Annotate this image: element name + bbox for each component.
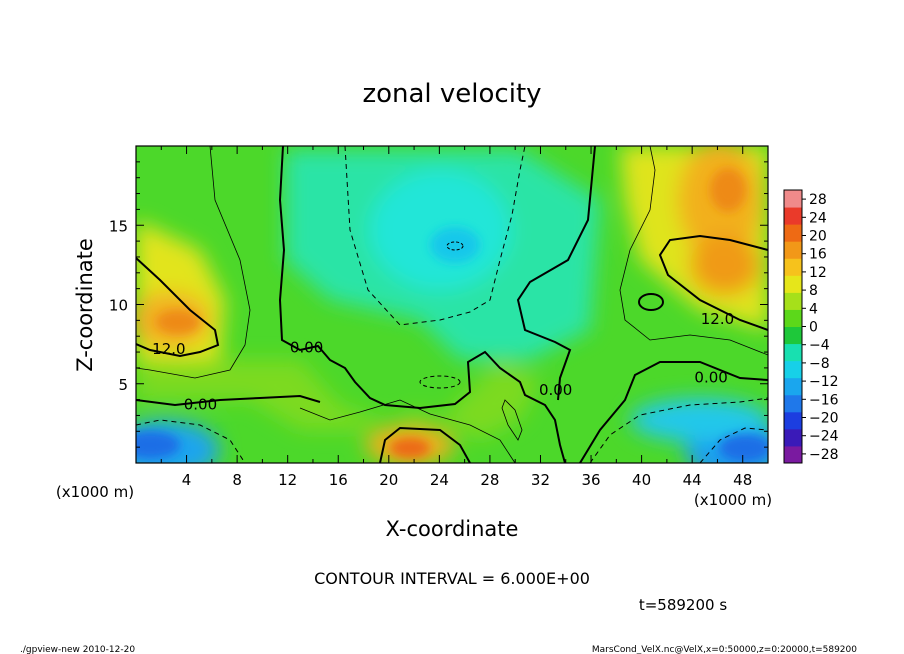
y-tick-label-0: 5: [118, 376, 128, 394]
y-tick-label-2: 15: [109, 217, 128, 235]
colorbar-swatch-8: [784, 309, 802, 327]
x-tick-label-5: 24: [430, 471, 449, 489]
y-tick-label-1: 10: [109, 297, 128, 315]
twenty-four-bottom: [379, 426, 471, 463]
colorbar-swatch-9: [784, 292, 802, 310]
x-tick-label-3: 16: [329, 471, 348, 489]
x-tick-label-4: 20: [379, 471, 398, 489]
colorbar-tick-label-10: −12: [809, 374, 839, 390]
neg-contour-right-bottom: [589, 397, 768, 463]
twelve-contour-right: [658, 234, 768, 331]
colorbar-tick-label-2: 20: [809, 229, 827, 245]
colorbar-tick-label-9: −8: [809, 356, 830, 372]
x-axis: 4 8 12 16 20 24 28 32 36 40 44 48: [160, 146, 752, 489]
contour-lines: [136, 146, 768, 463]
x-tick-label-11: 48: [733, 471, 752, 489]
pos-contour-thin-right: [619, 146, 768, 356]
x-tick-label-7: 32: [531, 471, 550, 489]
colorbar-tick-label-3: 16: [809, 247, 827, 263]
x-tick-label-9: 40: [632, 471, 651, 489]
contour-label-4: 0.00: [694, 368, 727, 386]
colorbar-swatch-5: [784, 360, 802, 379]
x-tick-label-1: 8: [232, 471, 242, 489]
colorbar-tick-label-0: 28: [809, 192, 827, 208]
contour-label-2: 0.00: [290, 338, 323, 356]
colorbar-swatch-15: [784, 190, 802, 208]
field-cores: [136, 168, 768, 462]
footer-right: MarsCond_VelX.nc@VelX,x=0:50000,z=0:2000…: [592, 645, 857, 654]
y-axis-title: Z-coordinate: [73, 238, 97, 372]
neg-contour-center: [344, 146, 526, 326]
colorbar-swatch-7: [784, 326, 802, 345]
colorbar-swatch-10: [784, 275, 802, 293]
time-label: t=589200 s: [639, 596, 727, 614]
pos-contour-thin-strip: [501, 399, 523, 441]
plot-area: 12.0 0.00 0.00 0.00 0.00 12.0: [136, 146, 768, 463]
colorbar-swatch-2: [784, 411, 802, 430]
x-tick-label-0: 4: [182, 471, 192, 489]
colorbar-tick-label-12: −20: [809, 411, 839, 427]
contour-label-1: 0.00: [184, 395, 217, 413]
neg-contour-small: [419, 375, 461, 389]
contour-label-3: 0.00: [539, 381, 572, 399]
colorbar-tick-label-14: −28: [809, 447, 839, 463]
colorbar-swatch-14: [784, 207, 802, 225]
neg-contour-core: [446, 241, 464, 251]
zero-contour-a: [278, 146, 566, 463]
x-tick-label-8: 36: [581, 471, 600, 489]
zero-contour-c: [579, 361, 768, 463]
zero-contour-b: [516, 146, 596, 401]
colorbar-tick-label-1: 24: [809, 210, 827, 226]
contour-label-0: 12.0: [152, 340, 185, 358]
colorbar-swatch-12: [784, 241, 802, 259]
colorbar-swatch-0: [784, 445, 802, 464]
colorbar-tick-label-5: 8: [809, 283, 818, 299]
zero-contour-lower-left: [136, 394, 321, 407]
y-unit-label: (x1000 m): [56, 483, 134, 501]
colorbar-swatch-13: [784, 224, 802, 242]
colorbar-swatch-1: [784, 428, 802, 447]
colorbar-swatch-6: [784, 343, 802, 362]
colorbar-tick-label-4: 12: [809, 265, 827, 281]
footer-left: ./gpview-new 2010-12-20: [20, 645, 135, 654]
colorbar-swatch-4: [784, 377, 802, 396]
chart-title: zonal velocity: [362, 79, 541, 109]
colorbar-swatch-11: [784, 258, 802, 276]
colorbar-swatch-3: [784, 394, 802, 413]
contour-labels: 12.0 0.00 0.00 0.00 0.00 12.0: [152, 310, 734, 414]
contour-interval: CONTOUR INTERVAL = 6.000E+00: [314, 569, 590, 588]
colorbar-tick-label-7: 0: [809, 320, 818, 336]
x-unit-label: (x1000 m): [694, 491, 772, 509]
colorbar-tick-label-6: 4: [809, 301, 818, 317]
pos-contour-thin-left: [136, 146, 251, 379]
twelve-contour-left: [136, 257, 220, 358]
x-tick-label-10: 44: [683, 471, 702, 489]
x-tick-label-6: 28: [480, 471, 499, 489]
colorbar-tick-label-8: −4: [809, 338, 830, 354]
colorbar-tick-label-11: −16: [809, 392, 839, 408]
x-axis-title: X-coordinate: [386, 517, 519, 541]
pos-contour-thin-mid: [299, 399, 516, 463]
neg-contour-left-bottom: [136, 419, 246, 463]
contour-label-5: 12.0: [701, 310, 734, 328]
x-tick-label-2: 12: [278, 471, 297, 489]
twelve-contour-island: [638, 293, 664, 311]
colorbar-tick-label-13: −24: [809, 429, 839, 445]
y-axis: 5 10 15: [109, 161, 768, 448]
colorbar: 28 24 20 16 12 8 4 0 −4 −8 −12 −16 −20 −24 −28: [783, 189, 839, 464]
